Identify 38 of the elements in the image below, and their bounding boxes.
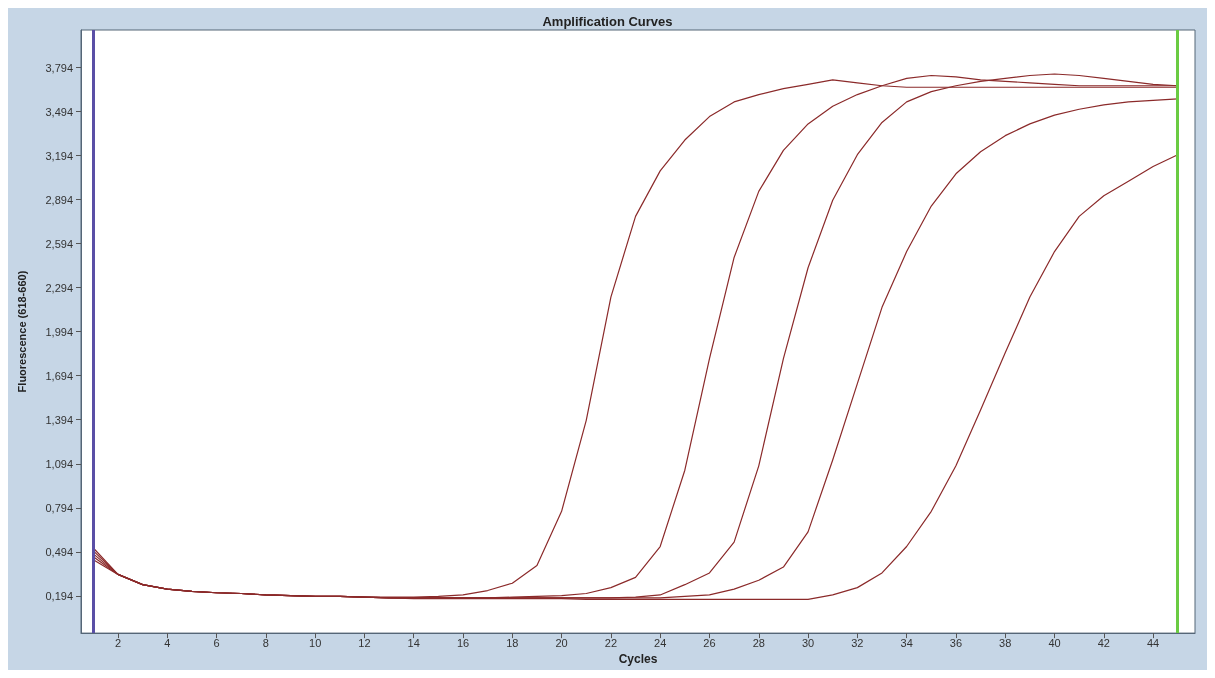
x-tick-label: 12 [358,636,371,649]
x-tick-label: 42 [1097,636,1110,649]
x-tick-label: 2 [114,636,122,649]
x-tick-label: 32 [851,636,864,649]
y-tick-label: 1,094 [45,457,73,470]
x-tick-label: 34 [900,636,913,649]
x-tick-label: 28 [752,636,765,649]
x-axis-title: Cycles [618,652,658,666]
x-tick-label: 8 [262,636,269,649]
y-tick-label: 3,494 [45,105,73,118]
x-tick-label: 4 [164,636,171,649]
x-tick-label: 10 [309,636,322,649]
x-tick-label: 40 [1048,636,1061,649]
x-tick-label: 36 [949,636,963,649]
chart-title: Amplification Curves [542,14,673,29]
y-tick-label: 2,294 [45,281,73,294]
y-axis-title: Fluorescence (618-660) [15,270,28,393]
y-tick-label: 2,594 [45,237,73,250]
x-tick-label: 20 [555,636,568,649]
y-tick-label: 3,194 [45,149,73,162]
x-tick-label: 14 [407,636,420,649]
x-tick-label: 38 [999,636,1012,649]
x-tick-label: 30 [801,636,815,649]
y-tick-label: 2,894 [45,193,73,206]
x-tick-label: 26 [703,636,716,649]
y-tick-label: 0,794 [45,501,73,514]
x-tick-label: 22 [604,636,618,649]
y-tick-label: 1,394 [45,413,73,426]
y-tick-label: 0,494 [45,545,73,558]
x-tick-label: 44 [1146,636,1160,649]
y-tick-label: 1,694 [45,369,73,382]
x-tick-label: 6 [213,636,220,649]
x-tick-label: 18 [506,636,519,649]
y-tick-label: 3,794 [45,61,73,74]
x-tick-label: 16 [456,636,470,649]
y-tick-label: 1,994 [45,325,73,338]
x-tick-label: 24 [654,636,667,649]
y-tick-label: 0,194 [45,589,73,602]
